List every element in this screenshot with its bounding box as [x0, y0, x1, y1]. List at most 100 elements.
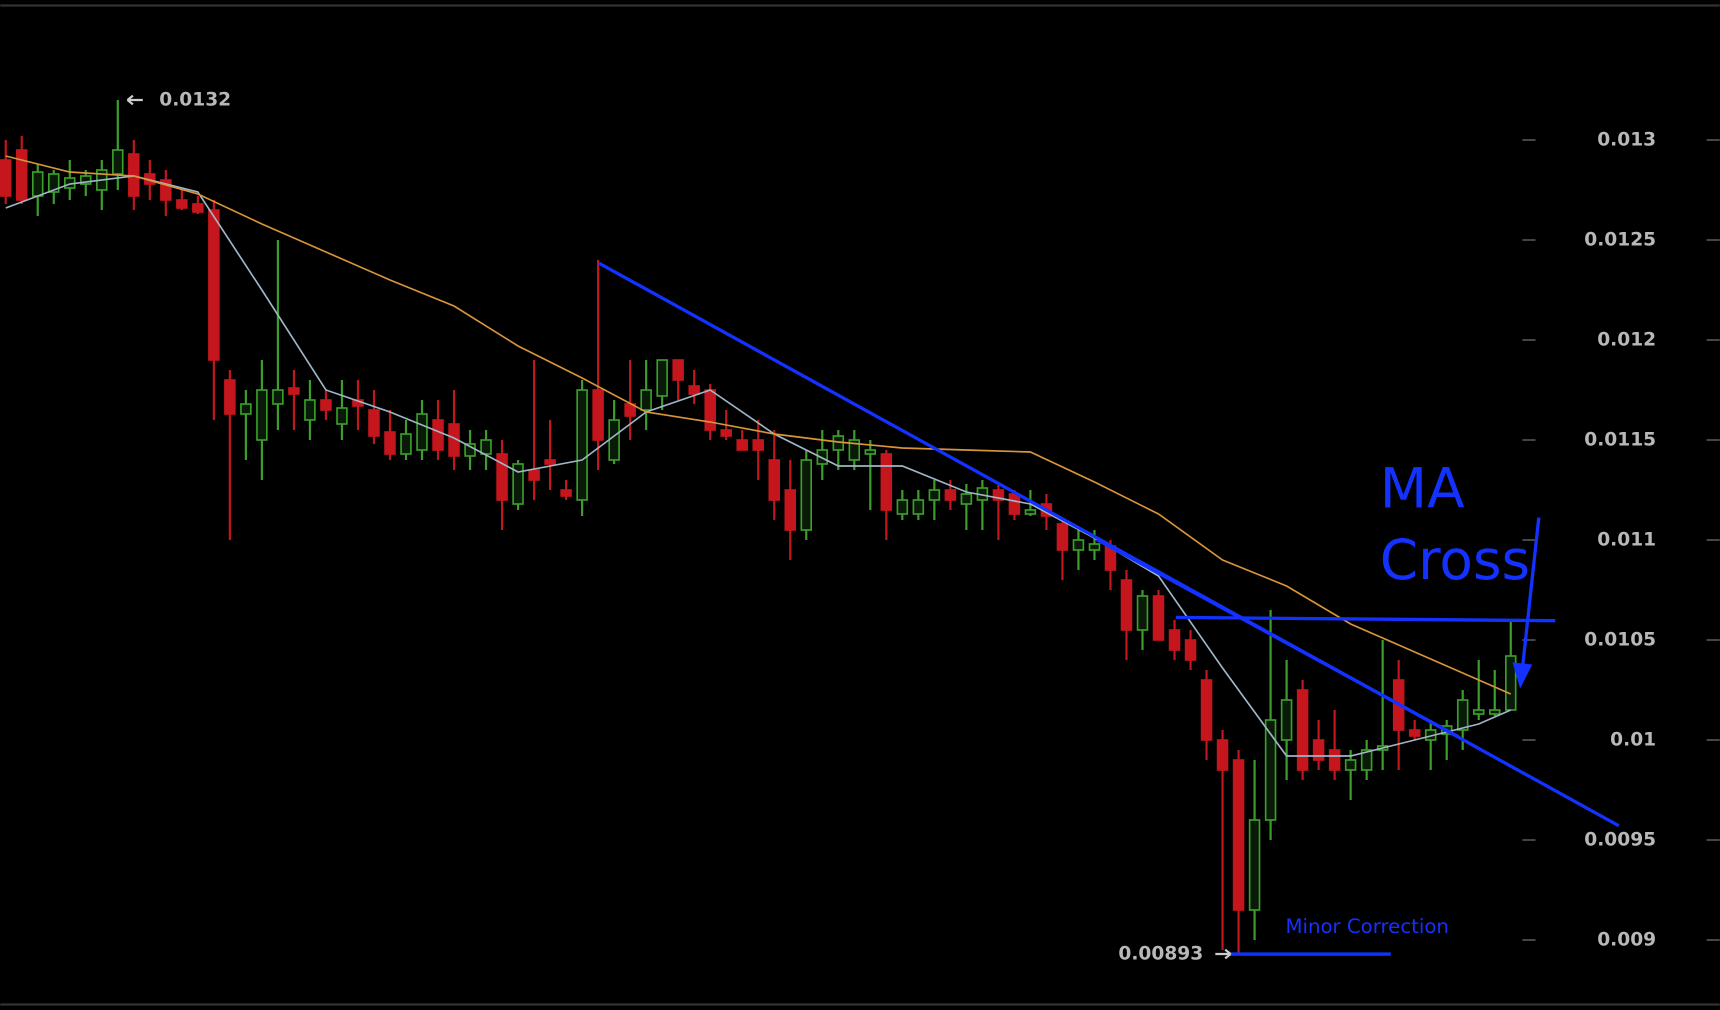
- candle-body: [592, 389, 604, 441]
- y-tick-label: 0.013: [1597, 130, 1656, 151]
- y-tick-label: 0.011: [1597, 530, 1656, 551]
- candle-body: [1360, 749, 1373, 771]
- y-tick-label: 0.0095: [1584, 830, 1656, 851]
- candle-body: [1312, 739, 1325, 761]
- candle-body: [800, 459, 813, 531]
- candle-body: [784, 489, 797, 531]
- y-tick-label: 0.0105: [1584, 629, 1656, 650]
- candle-body: [288, 387, 300, 395]
- candle-body: [1072, 539, 1085, 551]
- candle-body: [80, 175, 92, 185]
- candle-body: [1056, 523, 1069, 551]
- candle-body: [672, 359, 684, 381]
- candle-body: [1456, 699, 1469, 731]
- y-tick-label: 0.009: [1597, 930, 1656, 951]
- candle-body: [1200, 679, 1213, 741]
- candle-body: [176, 199, 188, 209]
- candle-body: [928, 489, 941, 501]
- candle-body: [704, 389, 716, 431]
- candle-body: [1120, 579, 1133, 631]
- candle-body: [1184, 639, 1197, 661]
- min-label: 0.00893: [1118, 943, 1203, 964]
- annotations: MA Cross Minor Correction: [598, 261, 1620, 956]
- candle-body: [400, 433, 412, 455]
- candle-body: [688, 385, 700, 395]
- candle-body: [336, 407, 348, 425]
- candle-body: [1280, 699, 1293, 741]
- candle-body: [1152, 595, 1165, 641]
- candle-body: [848, 439, 861, 461]
- y-tick-label: 0.0115: [1584, 430, 1656, 451]
- candle-body: [15, 149, 28, 201]
- candle-body: [416, 413, 428, 451]
- candle-body: [240, 403, 252, 415]
- candle-body: [160, 179, 172, 201]
- candle-body: [912, 499, 925, 515]
- annotation-text: Cross: [1380, 528, 1530, 592]
- trend-line: [1096, 538, 1460, 739]
- max-label: 0.0132: [159, 90, 231, 111]
- candle-body: [816, 449, 829, 465]
- candle-body: [896, 499, 909, 515]
- y-tick-label: 0.01: [1610, 729, 1656, 750]
- candle-body: [1344, 759, 1357, 771]
- candle-body: [1296, 689, 1309, 771]
- candle-body: [496, 453, 508, 501]
- candle-body: [192, 203, 204, 213]
- max-arrow: [126, 94, 143, 106]
- candle-body: [480, 439, 492, 455]
- resistance-line: [1175, 615, 1556, 623]
- candle-body: [560, 489, 572, 497]
- candle-body: [272, 389, 284, 405]
- candle-body: [576, 389, 588, 501]
- candle-body: [1328, 749, 1341, 771]
- min-arrow: [1215, 948, 1232, 960]
- candle-body: [1136, 595, 1149, 631]
- candle-body: [1248, 819, 1261, 911]
- candle-body: [1232, 759, 1245, 911]
- candle-body: [656, 359, 668, 397]
- candle-body: [944, 489, 957, 501]
- candle-body: [960, 493, 973, 505]
- annotation-text: Minor Correction: [1285, 915, 1448, 938]
- candle-body: [112, 149, 124, 175]
- candle-body: [736, 439, 748, 451]
- candle-body: [368, 409, 380, 437]
- candle-body: [528, 469, 540, 481]
- y-tick-label: 0.012: [1597, 330, 1656, 351]
- candle-body: [880, 453, 893, 511]
- candle-body: [208, 209, 220, 361]
- candle-body: [1264, 719, 1277, 821]
- candle-body: [320, 399, 332, 411]
- candle-body: [864, 449, 877, 455]
- moving-average: [5, 155, 1512, 695]
- candle-body: [1168, 629, 1181, 651]
- candle-body: [752, 439, 764, 451]
- candle-body: [544, 459, 556, 465]
- candle-body: [512, 463, 524, 505]
- candle-body: [304, 399, 316, 421]
- y-tick-label: 0.0125: [1584, 230, 1656, 251]
- candle-body: [31, 171, 44, 197]
- candle-body: [1488, 709, 1501, 715]
- candle-body: [1088, 543, 1101, 551]
- candle-body: [0, 159, 12, 197]
- candle-body: [768, 459, 781, 501]
- candle-body: [1408, 729, 1421, 737]
- annotation-text: MA: [1380, 457, 1465, 521]
- candle-body: [992, 489, 1005, 501]
- arrow-head: [1512, 662, 1533, 689]
- candle-body: [720, 429, 732, 437]
- candle-body: [224, 379, 236, 415]
- candle-body: [1472, 709, 1485, 715]
- candle-body: [47, 173, 60, 193]
- candle-body: [432, 419, 444, 451]
- candle-body: [1008, 493, 1021, 515]
- candle-body: [608, 419, 620, 461]
- candle-body: [1504, 655, 1517, 711]
- arrow-line: [1520, 517, 1541, 670]
- candle-body: [640, 389, 652, 411]
